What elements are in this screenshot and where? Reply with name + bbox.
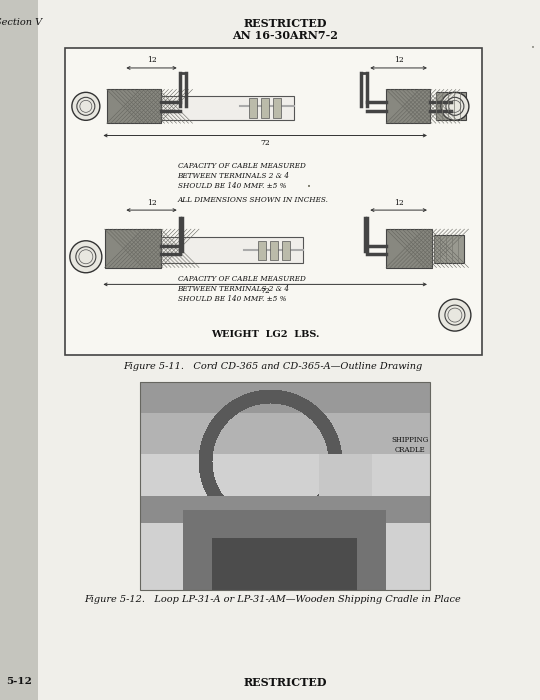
Text: SHIPPING
CRADLE: SHIPPING CRADLE — [392, 436, 429, 454]
Text: 12: 12 — [147, 199, 157, 207]
Bar — [65, 48, 482, 355]
Bar — [269, 241, 278, 260]
Bar — [161, 96, 294, 120]
Bar — [386, 229, 432, 267]
Text: SHOULD BE 140 MMF. ±5 %: SHOULD BE 140 MMF. ±5 % — [178, 181, 286, 190]
Text: SHOULD BE 140 MMF. ±5 %: SHOULD BE 140 MMF. ±5 % — [178, 295, 286, 303]
Bar — [273, 98, 281, 118]
Text: •: • — [307, 183, 311, 190]
Text: 72: 72 — [260, 139, 270, 147]
Text: 12: 12 — [394, 56, 403, 64]
Text: ALL DIMENSIONS SHOWN IN INCHES.: ALL DIMENSIONS SHOWN IN INCHES. — [178, 195, 328, 204]
Circle shape — [441, 92, 469, 120]
Text: AN 16-30ARN7-2: AN 16-30ARN7-2 — [232, 30, 338, 41]
Text: Figure 5-11.   Cord CD-365 and CD-365-A—Outline Drawing: Figure 5-11. Cord CD-365 and CD-365-A—Ou… — [123, 362, 423, 371]
Circle shape — [72, 92, 100, 120]
Bar — [436, 92, 467, 120]
Circle shape — [70, 241, 102, 273]
Text: CAPACITY OF CABLE MEASURED: CAPACITY OF CABLE MEASURED — [178, 275, 306, 284]
Text: 72: 72 — [260, 286, 270, 295]
Bar — [161, 237, 303, 263]
Bar — [140, 382, 430, 590]
Text: •: • — [531, 45, 535, 51]
Text: BETWEEN TERMINALS 2 & 4: BETWEEN TERMINALS 2 & 4 — [178, 285, 289, 293]
Bar — [281, 241, 289, 260]
Text: 5-12: 5-12 — [6, 678, 32, 687]
Text: Figure 5-12.   Loop LP-31-A or LP-31-AM—Wooden Shipping Cradle in Place: Figure 5-12. Loop LP-31-A or LP-31-AM—Wo… — [85, 595, 461, 604]
Bar — [261, 98, 269, 118]
Bar — [249, 98, 257, 118]
Bar — [434, 235, 464, 263]
Bar — [258, 241, 266, 260]
Bar — [0, 0, 38, 700]
Bar — [105, 229, 161, 267]
Circle shape — [439, 299, 471, 331]
Bar — [107, 90, 161, 123]
Text: WEIGHT  LG2  LBS.: WEIGHT LG2 LBS. — [211, 330, 319, 340]
Text: RESTRICTED: RESTRICTED — [243, 18, 327, 29]
Bar — [386, 90, 430, 123]
Text: 12: 12 — [394, 199, 403, 207]
Text: 12: 12 — [147, 56, 157, 64]
Text: CAPACITY OF CABLE MEASURED: CAPACITY OF CABLE MEASURED — [178, 162, 306, 169]
Text: Section V: Section V — [0, 18, 43, 27]
Text: RESTRICTED: RESTRICTED — [243, 676, 327, 687]
Text: BETWEEN TERMINALS 2 & 4: BETWEEN TERMINALS 2 & 4 — [178, 172, 289, 180]
